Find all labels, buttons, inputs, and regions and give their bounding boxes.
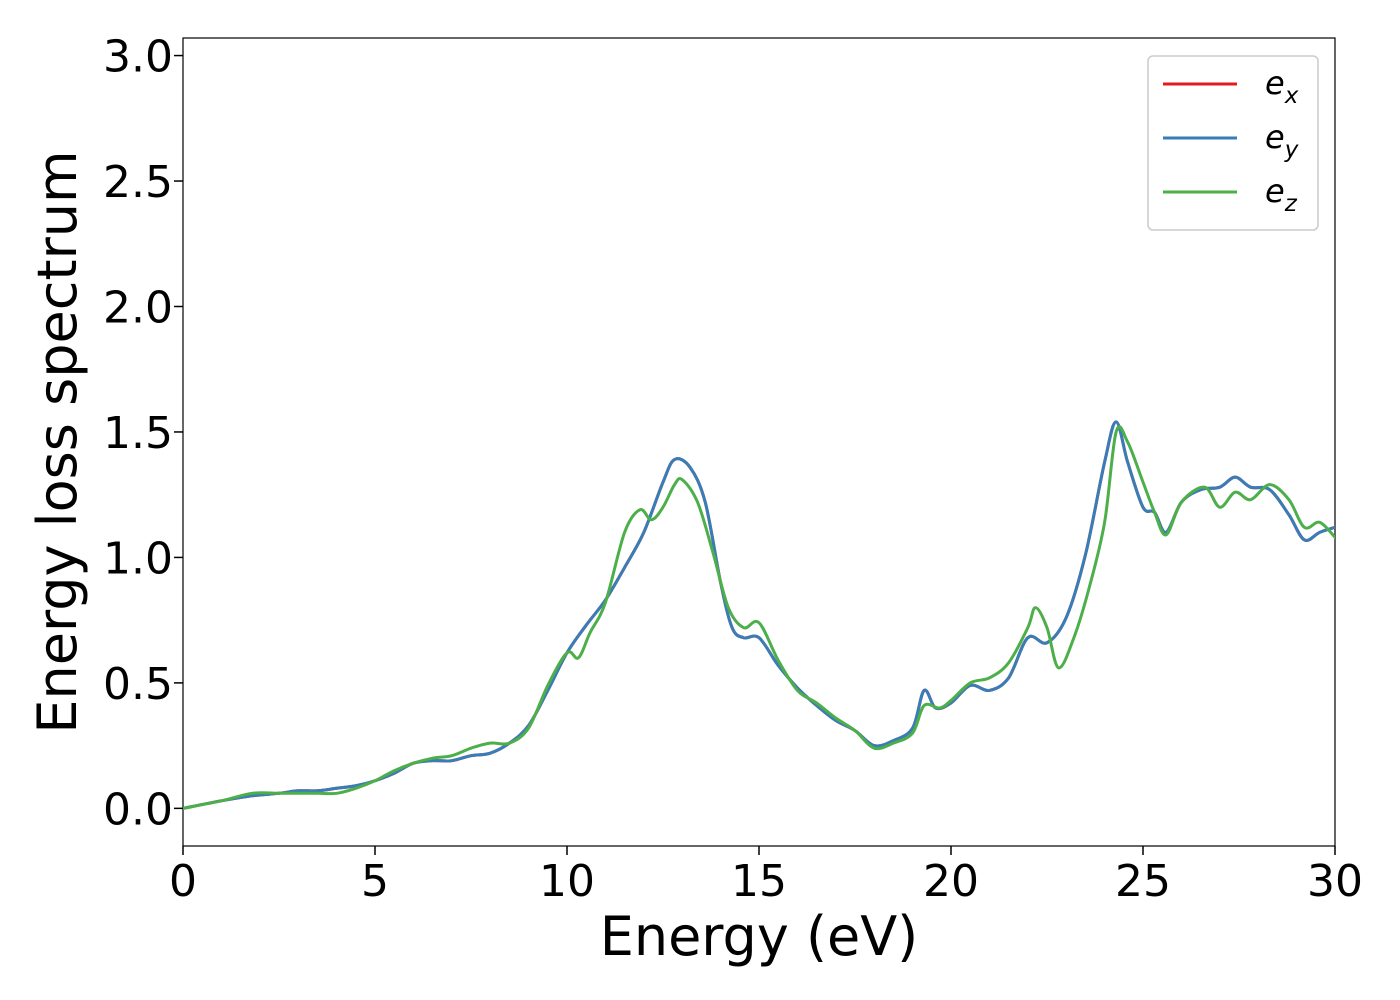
y-tick-label: 0.5 (103, 659, 173, 710)
legend-label-e-x: ex (1265, 64, 1299, 109)
legend: ex ey ez (1147, 55, 1319, 231)
x-tick-label: 20 (923, 856, 979, 907)
x-tick-label: 10 (539, 856, 595, 907)
series-layer (183, 420, 1335, 810)
plot-frame (182, 37, 1336, 847)
x-tick-label: 0 (169, 856, 197, 907)
y-tick-label: 1.0 (103, 533, 173, 584)
y-tick-label: 2.0 (103, 282, 173, 333)
y-tick-label: 1.5 (103, 408, 173, 459)
y-tick-label: 0.0 (103, 784, 173, 835)
x-tick-label: 5 (361, 856, 389, 907)
legend-label-e-y: ey (1265, 118, 1299, 163)
x-tick-label: 30 (1307, 856, 1363, 907)
y-axis-ticks: 0.0 0.5 1.0 1.5 2.0 2.5 3.0 (103, 32, 183, 835)
y-tick-label: 2.5 (103, 157, 173, 208)
y-tick-label: 3.0 (103, 32, 173, 83)
x-axis-ticks: 0 5 10 15 20 25 30 (169, 846, 1363, 907)
x-tick-label: 25 (1115, 856, 1171, 907)
legend-label-e-z: ez (1265, 172, 1298, 217)
x-axis-label: Energy (eV) (600, 905, 919, 968)
legend-box (1147, 55, 1319, 231)
series-line-e-z (183, 425, 1335, 810)
y-axis-label: Energy loss spectrum (26, 150, 89, 733)
x-tick-label: 15 (731, 856, 787, 907)
